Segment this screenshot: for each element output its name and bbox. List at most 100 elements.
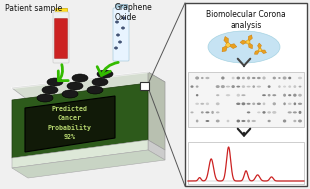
FancyBboxPatch shape bbox=[55, 19, 68, 59]
Ellipse shape bbox=[201, 77, 204, 79]
Ellipse shape bbox=[216, 102, 219, 105]
Ellipse shape bbox=[268, 94, 271, 96]
FancyBboxPatch shape bbox=[188, 72, 304, 127]
Ellipse shape bbox=[262, 94, 266, 96]
Ellipse shape bbox=[272, 102, 276, 105]
Ellipse shape bbox=[262, 77, 266, 80]
Ellipse shape bbox=[216, 120, 219, 122]
Ellipse shape bbox=[246, 40, 250, 44]
Ellipse shape bbox=[205, 77, 210, 79]
Ellipse shape bbox=[97, 70, 113, 78]
Ellipse shape bbox=[298, 119, 302, 122]
FancyBboxPatch shape bbox=[140, 82, 149, 90]
Ellipse shape bbox=[208, 31, 280, 63]
Ellipse shape bbox=[221, 76, 224, 80]
Ellipse shape bbox=[288, 85, 291, 88]
Ellipse shape bbox=[242, 85, 245, 88]
Ellipse shape bbox=[257, 103, 261, 105]
Ellipse shape bbox=[288, 77, 291, 79]
Ellipse shape bbox=[206, 111, 210, 113]
Ellipse shape bbox=[232, 85, 235, 88]
Ellipse shape bbox=[262, 111, 266, 114]
Ellipse shape bbox=[190, 85, 193, 88]
Ellipse shape bbox=[118, 41, 122, 43]
Ellipse shape bbox=[216, 94, 219, 96]
Polygon shape bbox=[248, 42, 253, 49]
Ellipse shape bbox=[288, 111, 292, 113]
Ellipse shape bbox=[283, 94, 286, 97]
Polygon shape bbox=[228, 44, 237, 49]
Ellipse shape bbox=[237, 77, 240, 79]
Polygon shape bbox=[240, 40, 248, 44]
Polygon shape bbox=[55, 8, 67, 15]
Polygon shape bbox=[224, 36, 228, 45]
Polygon shape bbox=[255, 50, 260, 54]
Polygon shape bbox=[258, 43, 261, 50]
Ellipse shape bbox=[236, 103, 241, 105]
Ellipse shape bbox=[122, 17, 126, 19]
Ellipse shape bbox=[241, 94, 246, 96]
Ellipse shape bbox=[116, 34, 120, 36]
Ellipse shape bbox=[257, 112, 261, 113]
Ellipse shape bbox=[268, 120, 271, 122]
Ellipse shape bbox=[272, 77, 276, 79]
Ellipse shape bbox=[232, 77, 235, 79]
Ellipse shape bbox=[237, 94, 240, 97]
Ellipse shape bbox=[288, 94, 291, 96]
FancyBboxPatch shape bbox=[188, 142, 304, 184]
Ellipse shape bbox=[200, 103, 204, 105]
Ellipse shape bbox=[114, 47, 118, 49]
Ellipse shape bbox=[206, 120, 209, 122]
Ellipse shape bbox=[299, 111, 301, 114]
Polygon shape bbox=[12, 83, 148, 158]
Ellipse shape bbox=[42, 86, 58, 94]
Polygon shape bbox=[148, 140, 165, 160]
Ellipse shape bbox=[246, 86, 250, 88]
Text: Predicted
Cancer
Probability
92%: Predicted Cancer Probability 92% bbox=[48, 106, 92, 140]
Ellipse shape bbox=[293, 111, 297, 113]
Ellipse shape bbox=[299, 86, 301, 88]
Ellipse shape bbox=[216, 85, 220, 88]
Ellipse shape bbox=[272, 94, 276, 96]
Ellipse shape bbox=[298, 94, 302, 97]
Ellipse shape bbox=[293, 94, 297, 97]
Ellipse shape bbox=[196, 85, 198, 88]
Ellipse shape bbox=[246, 103, 250, 105]
Ellipse shape bbox=[268, 85, 271, 88]
Polygon shape bbox=[260, 50, 266, 53]
Ellipse shape bbox=[226, 94, 230, 96]
Ellipse shape bbox=[293, 120, 296, 122]
Ellipse shape bbox=[216, 112, 219, 113]
Ellipse shape bbox=[283, 102, 286, 105]
Ellipse shape bbox=[257, 77, 261, 79]
Ellipse shape bbox=[237, 86, 240, 88]
Ellipse shape bbox=[298, 77, 302, 79]
Ellipse shape bbox=[258, 48, 262, 52]
Polygon shape bbox=[12, 72, 165, 100]
Ellipse shape bbox=[247, 112, 250, 113]
Ellipse shape bbox=[196, 94, 198, 96]
Ellipse shape bbox=[206, 102, 209, 105]
Ellipse shape bbox=[37, 94, 53, 102]
Ellipse shape bbox=[278, 77, 281, 79]
Ellipse shape bbox=[87, 86, 103, 94]
Ellipse shape bbox=[294, 102, 296, 105]
Ellipse shape bbox=[121, 27, 125, 29]
Polygon shape bbox=[222, 45, 228, 52]
Ellipse shape bbox=[226, 86, 230, 88]
Ellipse shape bbox=[251, 120, 256, 122]
Ellipse shape bbox=[242, 77, 245, 79]
Ellipse shape bbox=[241, 102, 245, 105]
Ellipse shape bbox=[252, 103, 255, 105]
Ellipse shape bbox=[247, 120, 250, 122]
Ellipse shape bbox=[272, 111, 277, 114]
Ellipse shape bbox=[247, 77, 250, 80]
Ellipse shape bbox=[226, 43, 230, 47]
FancyBboxPatch shape bbox=[53, 12, 69, 63]
Ellipse shape bbox=[62, 90, 78, 98]
Ellipse shape bbox=[227, 120, 229, 122]
Ellipse shape bbox=[92, 78, 108, 86]
FancyBboxPatch shape bbox=[113, 8, 129, 61]
Ellipse shape bbox=[298, 103, 302, 105]
Text: Graphene
Oxide: Graphene Oxide bbox=[115, 3, 153, 22]
